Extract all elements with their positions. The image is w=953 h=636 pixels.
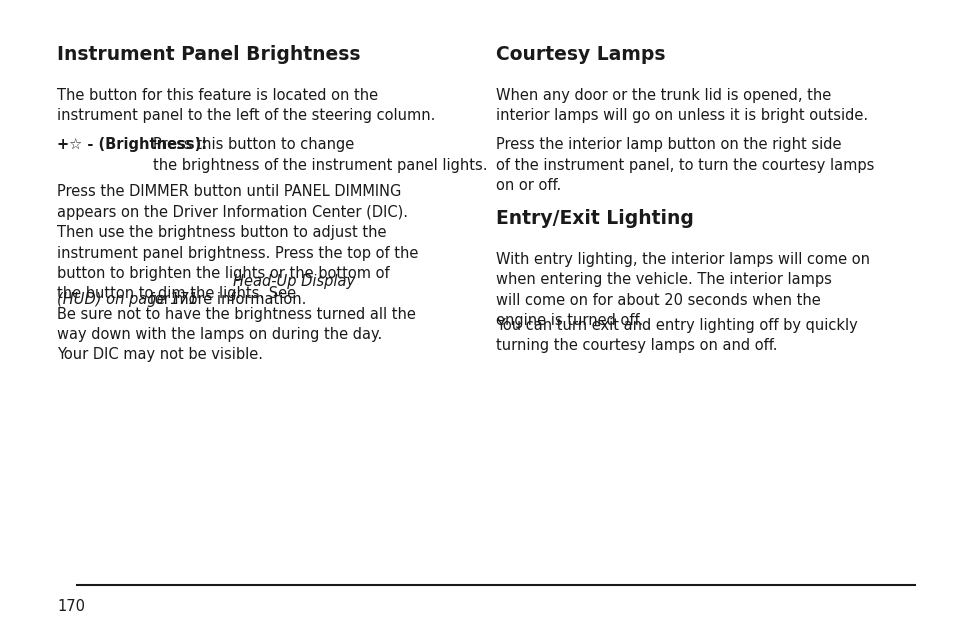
Text: Be sure not to have the brightness turned all the
way down with the lamps on dur: Be sure not to have the brightness turne… bbox=[57, 307, 416, 363]
Text: Press the interior lamp button on the right side
of the instrument panel, to tur: Press the interior lamp button on the ri… bbox=[496, 137, 874, 193]
Text: Instrument Panel Brightness: Instrument Panel Brightness bbox=[57, 45, 360, 64]
Text: When any door or the trunk lid is opened, the
interior lamps will go on unless i: When any door or the trunk lid is opened… bbox=[496, 88, 867, 123]
Text: The button for this feature is located on the
instrument panel to the left of th: The button for this feature is located o… bbox=[57, 88, 436, 123]
Text: 170: 170 bbox=[57, 599, 85, 614]
Text: You can turn exit and entry lighting off by quickly
turning the courtesy lamps o: You can turn exit and entry lighting off… bbox=[496, 318, 857, 354]
Text: Head-Up Display: Head-Up Display bbox=[233, 274, 355, 289]
Text: Press this button to change
the brightness of the instrument panel lights.: Press this button to change the brightne… bbox=[153, 137, 487, 173]
Text: Entry/Exit Lighting: Entry/Exit Lighting bbox=[496, 209, 693, 228]
Text: With entry lighting, the interior lamps will come on
when entering the vehicle. : With entry lighting, the interior lamps … bbox=[496, 252, 869, 328]
Text: +☆ - (Brightness):: +☆ - (Brightness): bbox=[57, 137, 207, 153]
Text: Courtesy Lamps: Courtesy Lamps bbox=[496, 45, 665, 64]
Text: Press the DIMMER button until PANEL DIMMING
appears on the Driver Information Ce: Press the DIMMER button until PANEL DIMM… bbox=[57, 184, 418, 301]
Text: (HUD) on page 171: (HUD) on page 171 bbox=[57, 293, 198, 307]
Text: for more information.: for more information. bbox=[145, 293, 307, 307]
